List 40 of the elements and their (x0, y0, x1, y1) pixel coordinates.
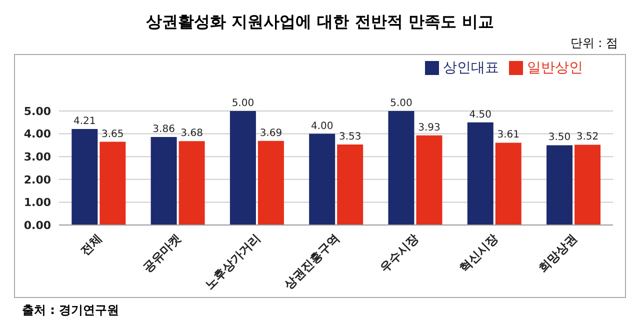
bar (100, 142, 126, 225)
bar (416, 135, 442, 225)
data-label: 3.61 (497, 130, 520, 141)
y-tick-label: 5.00 (24, 104, 52, 118)
bar (574, 144, 601, 225)
legend-label: 상인대표 (443, 60, 499, 76)
y-tick-label: 2.00 (24, 173, 52, 186)
bar (309, 134, 336, 225)
source-note: 출처 : 경기연구원 (22, 302, 120, 319)
bar (546, 145, 573, 225)
data-label: 4.21 (74, 116, 96, 128)
legend-label: 일반상인 (527, 60, 583, 76)
data-label: 5.00 (232, 98, 254, 109)
chart-title: 상권활성화 지원사업에 대한 전반적 만족도 비교 (145, 11, 495, 33)
y-tick-label: 0.00 (24, 218, 52, 232)
y-tick-label: 1.00 (24, 196, 52, 210)
bar (230, 111, 256, 225)
data-label: 3.65 (102, 128, 124, 140)
x-tick-label: 전체 (78, 231, 105, 258)
data-label: 3.69 (260, 128, 282, 139)
data-label: 3.93 (418, 122, 440, 134)
data-label: 3.52 (576, 132, 599, 143)
data-label: 3.53 (338, 132, 362, 143)
y-tick-label: 3.00 (24, 150, 52, 164)
data-label: 4.50 (469, 109, 492, 120)
bar (150, 136, 177, 225)
bar (337, 144, 364, 225)
y-tick-label: 4.00 (24, 128, 52, 141)
data-label: 4.00 (310, 120, 334, 132)
bar (467, 122, 494, 225)
data-label: 3.68 (180, 128, 203, 140)
chart-subtitle: 단위 : 점 (569, 35, 619, 52)
data-label: 3.50 (548, 132, 571, 144)
bar (388, 111, 414, 225)
bar (258, 140, 284, 225)
bar (178, 141, 205, 225)
data-label: 5.00 (390, 98, 412, 109)
data-label: 3.86 (152, 124, 175, 135)
bar (495, 142, 522, 225)
bar (72, 129, 98, 225)
